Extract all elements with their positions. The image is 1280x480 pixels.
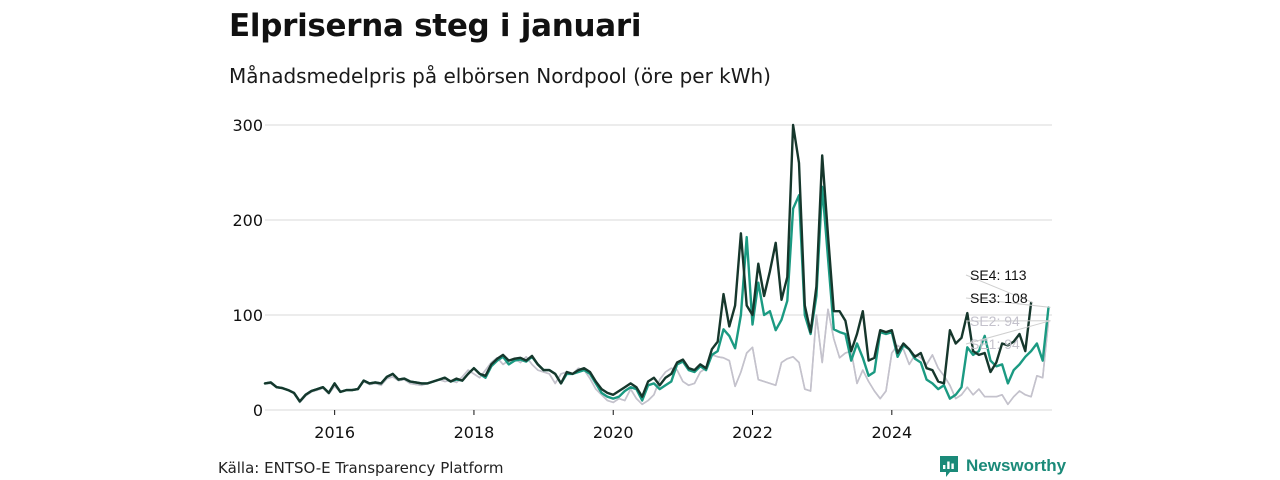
y-tick-label: 300 xyxy=(232,116,263,135)
x-tick-label: 2018 xyxy=(454,423,495,442)
leader-line-se4 xyxy=(965,274,1034,304)
series-line-se2 xyxy=(264,308,1050,406)
y-tick-label: 100 xyxy=(232,306,263,325)
gridlines xyxy=(265,124,1052,411)
leader-line-se3 xyxy=(965,297,1051,308)
x-tick-label: 2024 xyxy=(871,423,912,442)
leader-line-se1 xyxy=(965,320,1051,345)
brand-name: Newsworthy xyxy=(966,456,1067,475)
newsworthy-brand[interactable]: Newsworthy xyxy=(938,454,1066,478)
end-label-se4: SE4: 113 xyxy=(970,267,1027,283)
series-line-se4 xyxy=(263,123,1033,403)
end-label-se1: SE1: 94 xyxy=(970,336,1020,352)
end-label-se2: SE2: 94 xyxy=(970,313,1020,329)
end-labels: SE4: 113 SE3: 108 SE2: 94 SE1: 94 xyxy=(965,267,1051,352)
x-tick-label: 2016 xyxy=(314,423,355,442)
chart-title: Elpriserna steg i januari xyxy=(229,8,642,44)
y-tick-label: 200 xyxy=(232,211,263,230)
series-lines xyxy=(263,123,1050,406)
chart-subtitle: Månadsmedelpris på elbörsen Nordpool (ör… xyxy=(229,64,771,88)
y-axis: 0 100 200 300 xyxy=(232,116,263,420)
end-label-se3: SE3: 108 xyxy=(970,290,1028,306)
x-tick-label: 2022 xyxy=(732,423,773,442)
x-tick-label: 2020 xyxy=(593,423,634,442)
x-axis: 2016 2018 2020 2022 2024 xyxy=(314,410,912,442)
newsworthy-logo-icon xyxy=(940,456,958,477)
source-note: Källa: ENTSO-E Transparency Platform xyxy=(218,459,504,477)
y-tick-label: 0 xyxy=(253,401,263,420)
